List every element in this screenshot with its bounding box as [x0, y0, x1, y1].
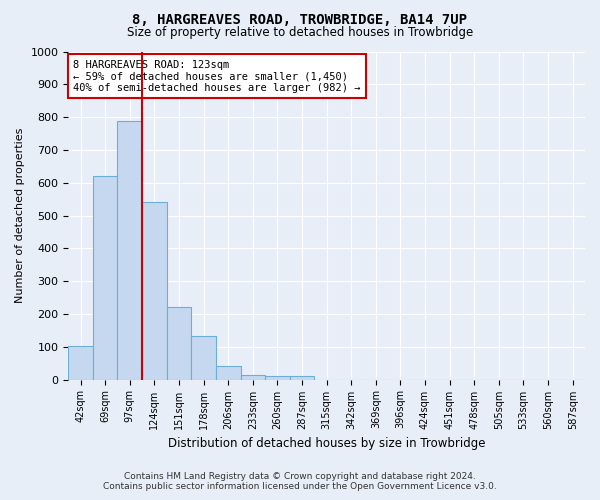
- Bar: [191, 336, 216, 380]
- Bar: [216, 366, 241, 380]
- Text: 8 HARGREAVES ROAD: 123sqm
← 59% of detached houses are smaller (1,450)
40% of se: 8 HARGREAVES ROAD: 123sqm ← 59% of detac…: [73, 60, 361, 93]
- Text: Contains HM Land Registry data © Crown copyright and database right 2024.
Contai: Contains HM Land Registry data © Crown c…: [103, 472, 497, 491]
- Bar: [93, 176, 118, 380]
- Bar: [265, 376, 290, 380]
- Bar: [68, 346, 93, 380]
- Y-axis label: Number of detached properties: Number of detached properties: [15, 128, 25, 303]
- Bar: [241, 374, 265, 380]
- Bar: [118, 122, 142, 380]
- Bar: [167, 306, 191, 380]
- Bar: [142, 202, 167, 380]
- Bar: [290, 376, 314, 380]
- Text: 8, HARGREAVES ROAD, TROWBRIDGE, BA14 7UP: 8, HARGREAVES ROAD, TROWBRIDGE, BA14 7UP: [133, 12, 467, 26]
- Text: Size of property relative to detached houses in Trowbridge: Size of property relative to detached ho…: [127, 26, 473, 39]
- X-axis label: Distribution of detached houses by size in Trowbridge: Distribution of detached houses by size …: [168, 437, 485, 450]
